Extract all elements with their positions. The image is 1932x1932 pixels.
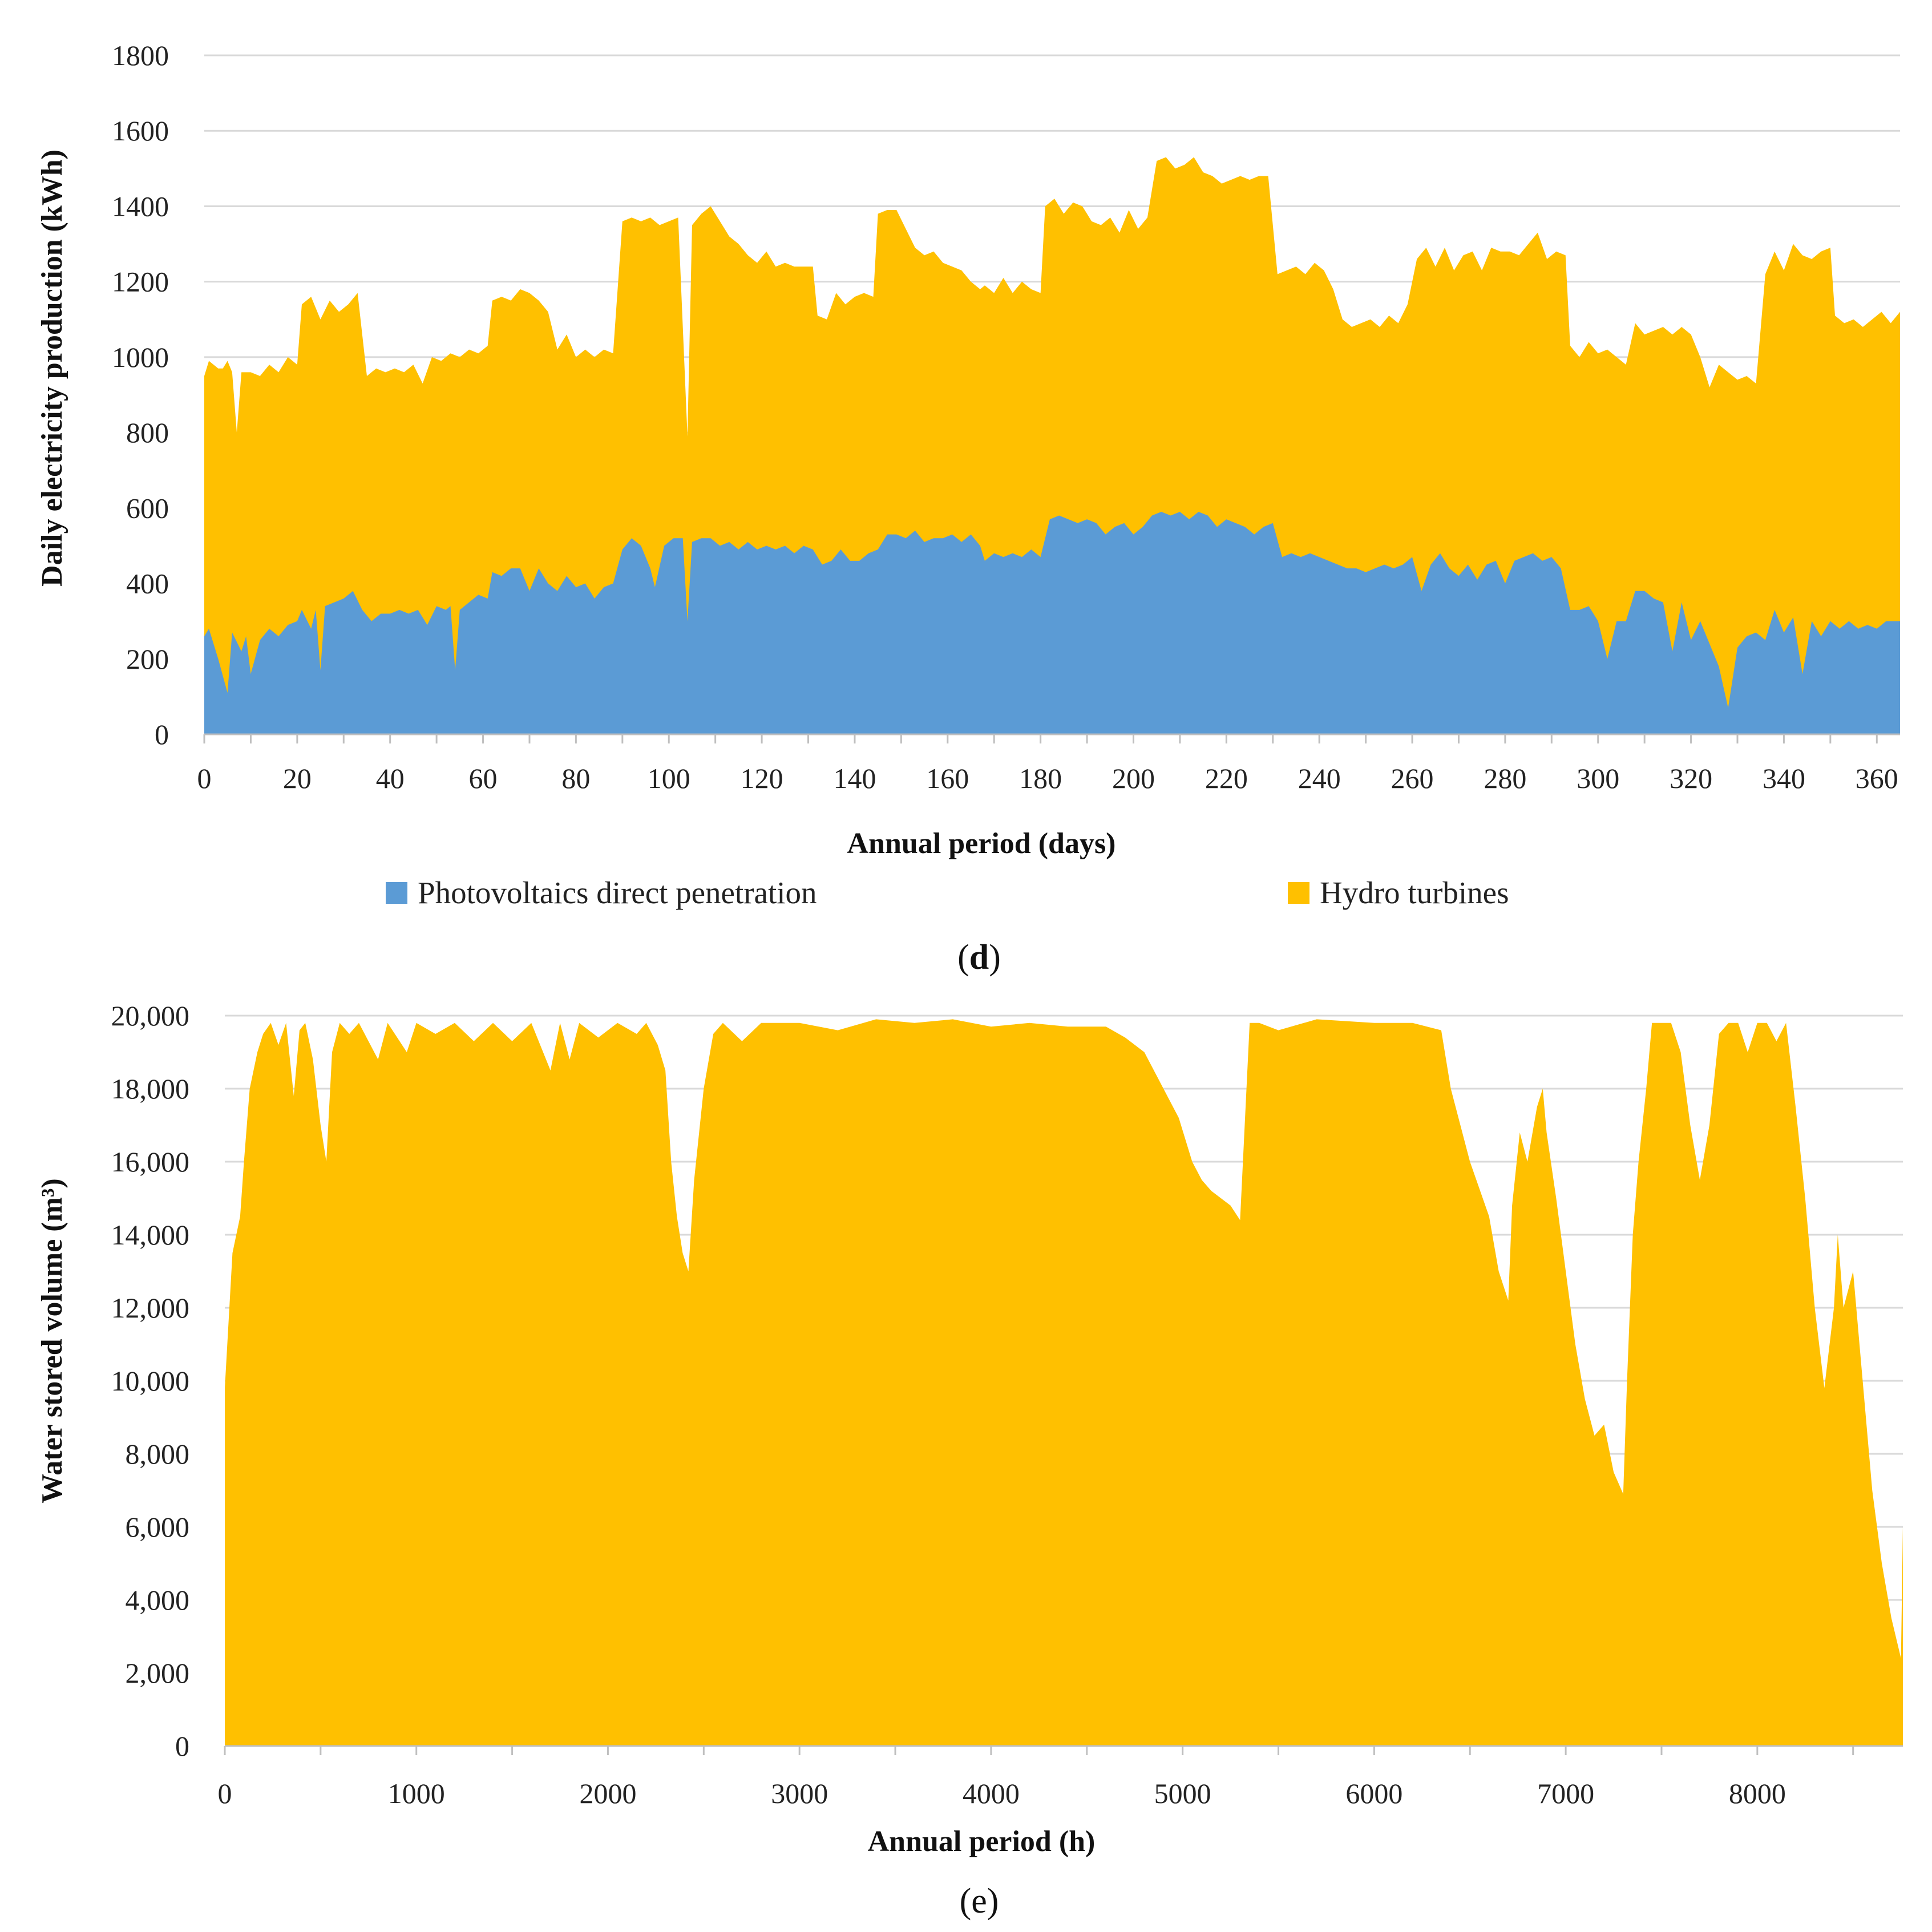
x-tick-label: 320 bbox=[1670, 762, 1712, 794]
y-tick-label: 20,000 bbox=[111, 1000, 190, 1032]
chart-e-x-tick-labels: 0 1000 2000 3000 4000 5000 6000 7000 8000 bbox=[218, 1777, 1786, 1809]
chart-e-axes bbox=[224, 1745, 1903, 1755]
chart-d-y-tick-labels: 0 200 400 600 800 1000 1200 1400 1600 1800 bbox=[112, 39, 169, 750]
x-tick-label: 3000 bbox=[771, 1777, 828, 1809]
x-tick-label: 200 bbox=[1112, 762, 1155, 794]
y-tick-label: 400 bbox=[126, 568, 169, 600]
chart-e-series bbox=[225, 1019, 1903, 1746]
chart-e-y-axis-title: Water stored volume (m³) bbox=[36, 1178, 68, 1503]
x-tick-label: 160 bbox=[926, 762, 969, 794]
x-tick-label: 60 bbox=[469, 762, 498, 794]
x-tick-label: 140 bbox=[833, 762, 876, 794]
chart-d-x-axis-title: Annual period (days) bbox=[847, 827, 1116, 860]
y-tick-label: 0 bbox=[175, 1730, 189, 1762]
y-tick-label: 8,000 bbox=[126, 1438, 190, 1470]
chart-e-water-stored: 0 2,000 4,000 6,000 8,000 10,000 12,000 14,000 1… bbox=[36, 1000, 1903, 1921]
x-tick-label: 6000 bbox=[1345, 1777, 1402, 1809]
chart-d-series bbox=[204, 157, 1900, 734]
y-tick-label: 1600 bbox=[112, 115, 169, 147]
chart-d-axes bbox=[203, 733, 1900, 743]
y-tick-label: 600 bbox=[126, 492, 169, 524]
legend-label-hydro-turbines: Hydro turbines bbox=[1320, 875, 1509, 910]
chart-e-panel-letter: e bbox=[971, 1882, 987, 1921]
chart-d-daily-electricity: 0 200 400 600 800 1000 1200 1400 1600 1800 0 20 40 6… bbox=[36, 39, 1900, 977]
y-tick-label: 10,000 bbox=[111, 1365, 190, 1397]
x-tick-label: 40 bbox=[376, 762, 405, 794]
y-tick-label: 12,000 bbox=[111, 1292, 190, 1324]
y-tick-label: 1200 bbox=[112, 266, 169, 298]
y-tick-label: 800 bbox=[126, 417, 169, 448]
x-tick-label: 300 bbox=[1577, 762, 1619, 794]
series-area-water-stored bbox=[225, 1019, 1903, 1746]
chart-d-x-tick-labels: 0 20 40 60 80 100 120 140 160 180 200 220 240 260 280 3… bbox=[197, 762, 1898, 794]
y-tick-label: 200 bbox=[126, 643, 169, 675]
x-tick-label: 0 bbox=[197, 762, 212, 794]
y-tick-label: 6,000 bbox=[126, 1511, 190, 1543]
x-tick-label: 5000 bbox=[1154, 1777, 1211, 1809]
chart-e-y-tick-labels: 0 2,000 4,000 6,000 8,000 10,000 12,000 14,000 1… bbox=[111, 1000, 190, 1762]
chart-e-x-axis-title: Annual period (h) bbox=[868, 1825, 1096, 1858]
chart-d-panel-label: (d) bbox=[957, 938, 1001, 977]
legend-swatch-photovoltaics bbox=[386, 882, 407, 904]
x-tick-label: 340 bbox=[1763, 762, 1805, 794]
x-tick-label: 260 bbox=[1391, 762, 1434, 794]
chart-d-y-axis-title: Daily electricity production (kWh) bbox=[36, 149, 68, 587]
x-tick-label: 2000 bbox=[579, 1777, 636, 1809]
x-tick-label: 220 bbox=[1205, 762, 1248, 794]
x-tick-label: 280 bbox=[1484, 762, 1526, 794]
x-tick-label: 1000 bbox=[388, 1777, 445, 1809]
y-tick-label: 0 bbox=[155, 718, 169, 750]
y-tick-label: 4,000 bbox=[126, 1584, 190, 1616]
y-tick-label: 1400 bbox=[112, 190, 169, 222]
legend-swatch-hydro-turbines bbox=[1288, 882, 1309, 904]
x-tick-label: 80 bbox=[561, 762, 590, 794]
x-tick-label: 360 bbox=[1856, 762, 1898, 794]
chart-d-legend: Photovoltaics direct penetration Hydro t… bbox=[386, 875, 1509, 910]
x-tick-label: 7000 bbox=[1537, 1777, 1594, 1809]
x-tick-label: 0 bbox=[218, 1777, 232, 1809]
x-tick-label: 120 bbox=[741, 762, 783, 794]
y-tick-label: 18,000 bbox=[111, 1073, 190, 1105]
chart-e-panel-label: (e) bbox=[960, 1882, 999, 1921]
legend-label-photovoltaics: Photovoltaics direct penetration bbox=[418, 875, 817, 910]
x-tick-label: 8000 bbox=[1729, 1777, 1786, 1809]
y-tick-label: 2,000 bbox=[126, 1657, 190, 1689]
y-tick-label: 16,000 bbox=[111, 1146, 190, 1178]
x-tick-label: 240 bbox=[1298, 762, 1341, 794]
series-area-photovoltaics bbox=[204, 511, 1900, 734]
y-tick-label: 14,000 bbox=[111, 1219, 190, 1251]
x-tick-label: 100 bbox=[648, 762, 690, 794]
x-tick-label: 20 bbox=[283, 762, 312, 794]
y-tick-label: 1000 bbox=[112, 341, 169, 373]
y-tick-label: 1800 bbox=[112, 39, 169, 71]
chart-d-panel-letter: d bbox=[969, 938, 989, 977]
x-tick-label: 4000 bbox=[963, 1777, 1020, 1809]
x-tick-label: 180 bbox=[1019, 762, 1062, 794]
